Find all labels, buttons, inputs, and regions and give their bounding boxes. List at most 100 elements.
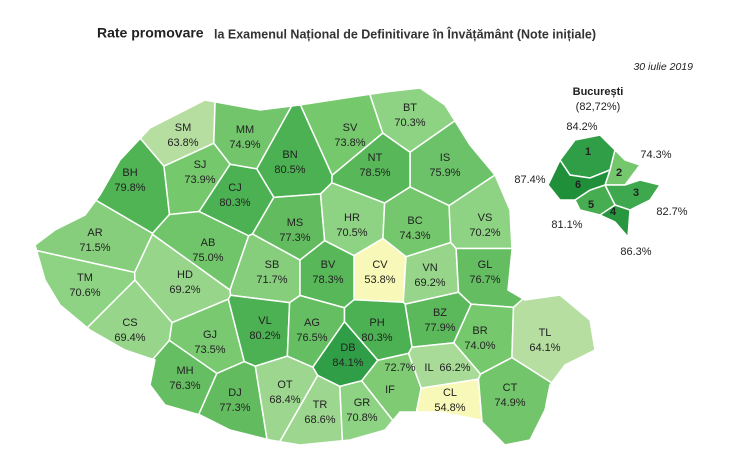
county-value: 63.8% (167, 137, 198, 149)
county-code: BN (282, 149, 297, 161)
sector-value: 84.2% (566, 121, 597, 133)
county-value: 70.2% (469, 227, 500, 239)
county (254, 355, 319, 443)
county (511, 294, 596, 384)
county-value: 80.3% (219, 197, 250, 209)
county-value: 66.2% (439, 362, 470, 374)
county-code: GR (354, 397, 371, 409)
county-value: 53.8% (364, 274, 395, 286)
county-value: 70.8% (346, 412, 377, 424)
county-code: MS (287, 217, 304, 229)
county-value: 69.2% (414, 277, 445, 289)
county-code: CT (503, 382, 518, 394)
bucharest-total: (82,72%) (576, 101, 621, 113)
county (149, 339, 218, 416)
county-value: 68.6% (304, 414, 335, 426)
county-code: TL (539, 327, 552, 339)
sector-number: 2 (616, 167, 622, 179)
county-code: BT (403, 102, 417, 114)
sector-value: 81.1% (551, 219, 582, 231)
sector-value: 82.7% (656, 206, 687, 218)
sector (547, 158, 612, 201)
county-value: 74.3% (399, 230, 430, 242)
title-rest: la Examenul Național de Definitivare în … (214, 26, 596, 41)
sector-value: 86.3% (620, 246, 651, 258)
county-value: 77.3% (219, 402, 250, 414)
county-code: VS (478, 212, 493, 224)
county-value: 77.3% (279, 232, 310, 244)
county-code: CV (372, 259, 388, 271)
county-code: TM (77, 272, 93, 284)
sector-value: 87.4% (514, 174, 545, 186)
county-value: 74.0% (464, 340, 495, 352)
county-value: 68.4% (269, 394, 300, 406)
sector-number: 6 (575, 179, 581, 191)
county-value: 72.7% (384, 362, 415, 374)
sector-number: 5 (588, 199, 594, 211)
county-value: 78.5% (359, 167, 390, 179)
county-value: 75.0% (192, 252, 223, 264)
county-value: 76.7% (469, 274, 500, 286)
county-code: VL (258, 315, 271, 327)
county-value: 73.9% (184, 174, 215, 186)
county-code: SM (175, 122, 192, 134)
county-code: IS (440, 152, 450, 164)
county-code: SV (343, 122, 358, 134)
county-code: VN (422, 262, 437, 274)
county-code: HD (177, 269, 193, 281)
county-code: OT (277, 379, 293, 391)
sector-value: 74.3% (640, 149, 671, 161)
county-value: 80.3% (361, 332, 392, 344)
county-code: CS (122, 317, 137, 329)
county-value: 75.9% (429, 167, 460, 179)
county-value: 54.8% (434, 402, 465, 414)
county-code: BC (407, 215, 422, 227)
county-code: HR (344, 212, 360, 224)
sector-number: 3 (633, 187, 639, 199)
county-value: 80.5% (274, 164, 305, 176)
county-code: BR (472, 325, 487, 337)
sector-number: 4 (610, 206, 617, 218)
county-code: BV (321, 259, 336, 271)
county-code: BZ (433, 307, 447, 319)
county-value: 73.5% (194, 344, 225, 356)
county-value: 70.6% (69, 287, 100, 299)
county-value: 69.4% (114, 332, 145, 344)
county-code: AG (304, 317, 320, 329)
county-code: AR (87, 227, 102, 239)
county-value: 70.5% (336, 227, 367, 239)
county-code: SB (265, 259, 280, 271)
county-value: 74.9% (494, 397, 525, 409)
county-code: PH (369, 317, 384, 329)
county-code: MH (176, 365, 193, 377)
county-value: 76.3% (169, 380, 200, 392)
county-code: DB (340, 342, 355, 354)
county-code: BH (122, 167, 137, 179)
county-code: AB (201, 237, 216, 249)
county-value: 73.8% (334, 137, 365, 149)
county-labels: SM 63.8% MM 74.9% BT 70.3% SV 73.8% SJ 73.9% BN 80.… (69, 102, 560, 426)
sector-number: 1 (585, 146, 591, 158)
date: 30 iulie 2019 (633, 61, 693, 73)
county-value: 64.1% (529, 342, 560, 354)
county (477, 356, 553, 446)
county-value: 71.7% (256, 274, 287, 286)
county-code: GL (478, 259, 493, 271)
county-code: DJ (228, 387, 241, 399)
county-value: 79.8% (114, 182, 145, 194)
county-code: NT (368, 152, 383, 164)
bucharest-name: București (573, 86, 624, 98)
county (197, 360, 268, 441)
county-value: 69.2% (169, 284, 200, 296)
county-code: CJ (228, 182, 241, 194)
bucharest-inset: București (82,72%) 1 84.2% 2 74.3% 3 82.7% 4 86… (514, 86, 687, 258)
county-code: CL (443, 387, 457, 399)
county-code: IF (385, 384, 395, 396)
county-code: IL (424, 362, 433, 374)
counties (34, 87, 596, 446)
county-code: SJ (194, 159, 207, 171)
county-value: 78.3% (312, 274, 343, 286)
county-code: TR (313, 399, 328, 411)
county-code: GJ (203, 329, 217, 341)
